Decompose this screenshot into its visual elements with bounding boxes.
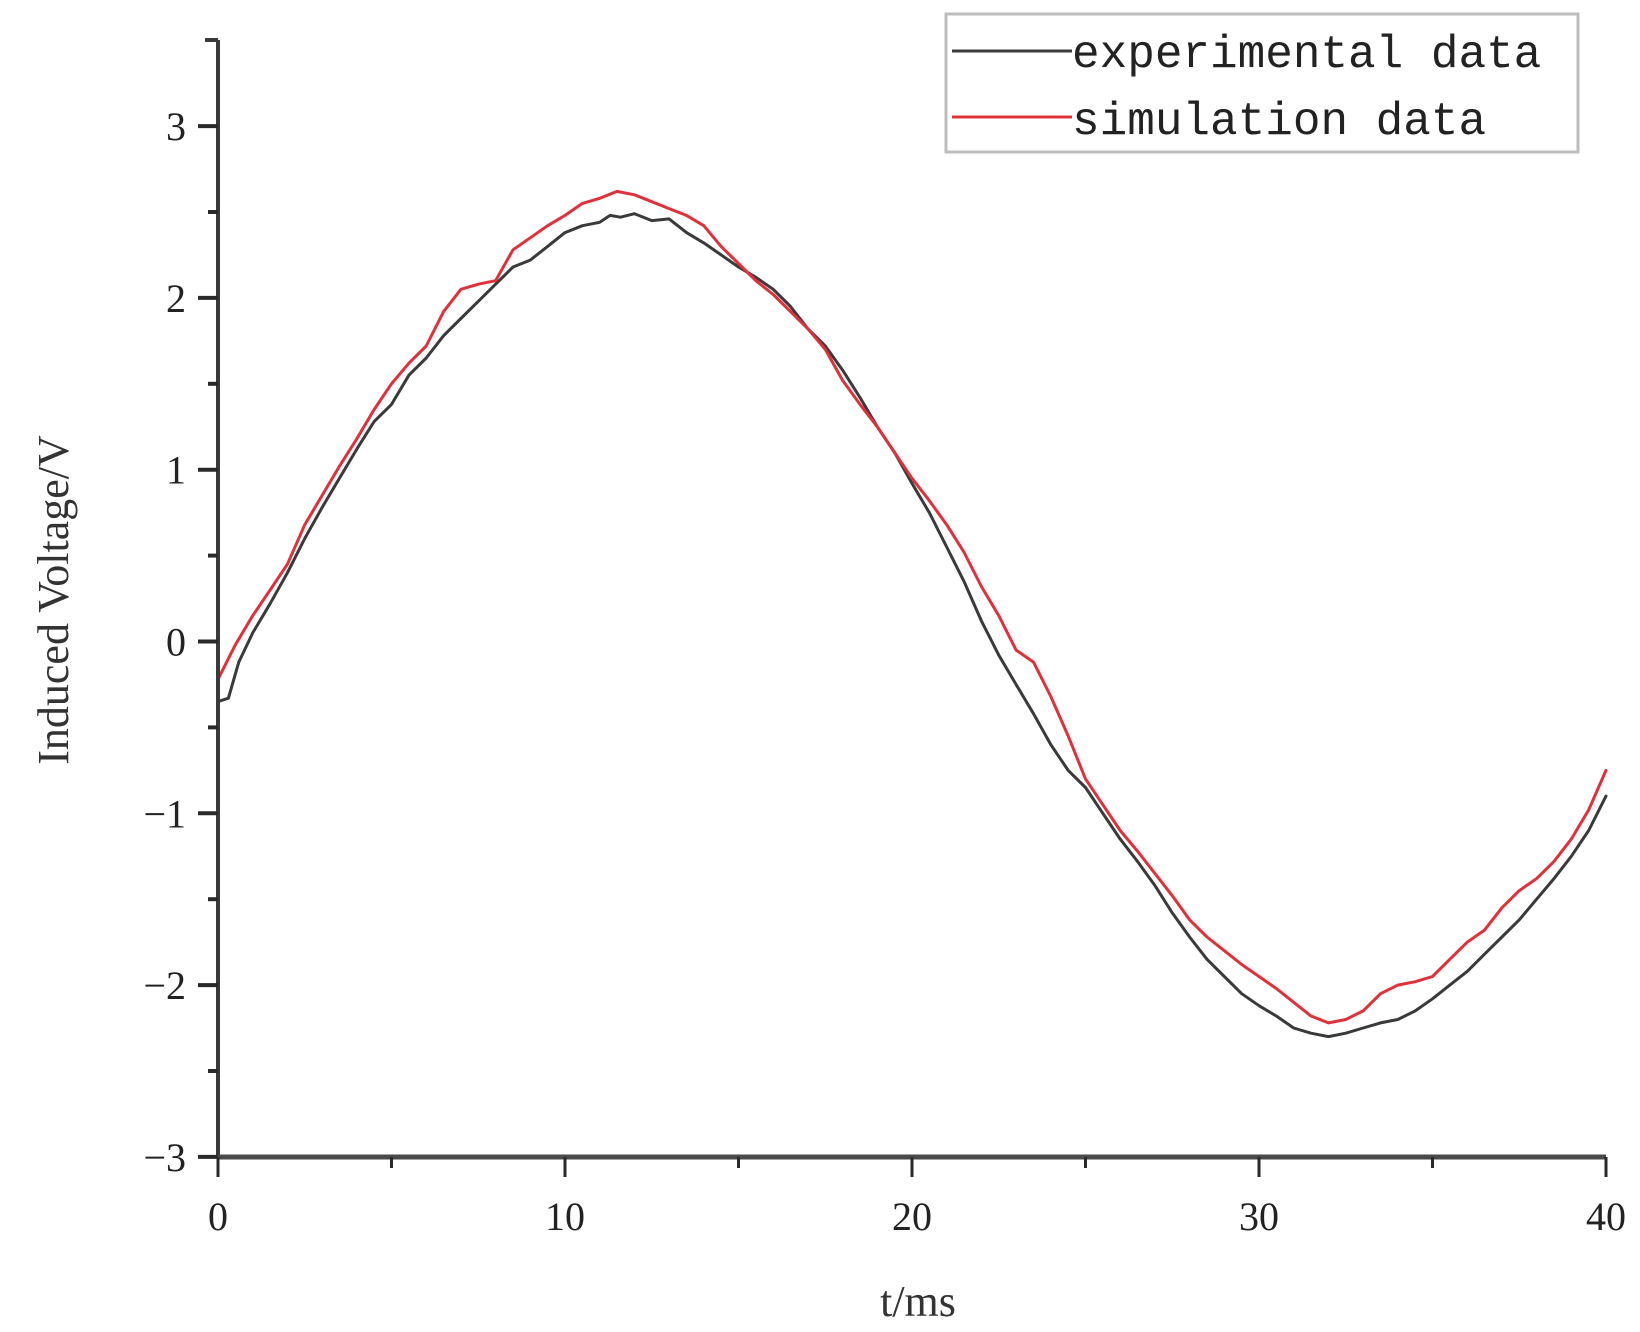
x-ticks: 0 10 20 30 40	[208, 1157, 1626, 1239]
y-ticks: −3 −2 −1 0 1 2 3	[143, 104, 218, 1180]
series-line-experimental-data	[216, 212, 1608, 1039]
x-tick-label: 10	[545, 1194, 585, 1239]
legend-label-experimental: experimental data	[1072, 29, 1541, 81]
axes-group: −3 −2 −1 0 1 2 3 0 10 20 30 40	[143, 38, 1626, 1239]
y-tick-label: −2	[143, 963, 186, 1008]
x-tick-label: 0	[208, 1194, 228, 1239]
y-tick-label: 1	[166, 448, 186, 493]
plot-series-group	[216, 189, 1608, 1039]
legend-label-simulation: simulation data	[1072, 96, 1486, 148]
x-tick-label: 40	[1586, 1194, 1626, 1239]
y-tick-label: 0	[166, 620, 186, 665]
x-tick-label: 20	[892, 1194, 932, 1239]
y-tick-label: 3	[166, 104, 186, 149]
y-tick-label: −1	[143, 791, 186, 836]
series-line-simulation-data	[216, 189, 1608, 1025]
x-tick-label: 30	[1239, 1194, 1279, 1239]
x-axis-title: t/ms	[880, 1277, 956, 1326]
legend: experimental data simulation data	[944, 12, 1580, 154]
y-tick-label: 2	[166, 276, 186, 321]
legend-box	[944, 12, 1580, 154]
y-tick-label: −3	[143, 1135, 186, 1180]
y-axis-title: Induced Voltage/V	[29, 435, 78, 765]
